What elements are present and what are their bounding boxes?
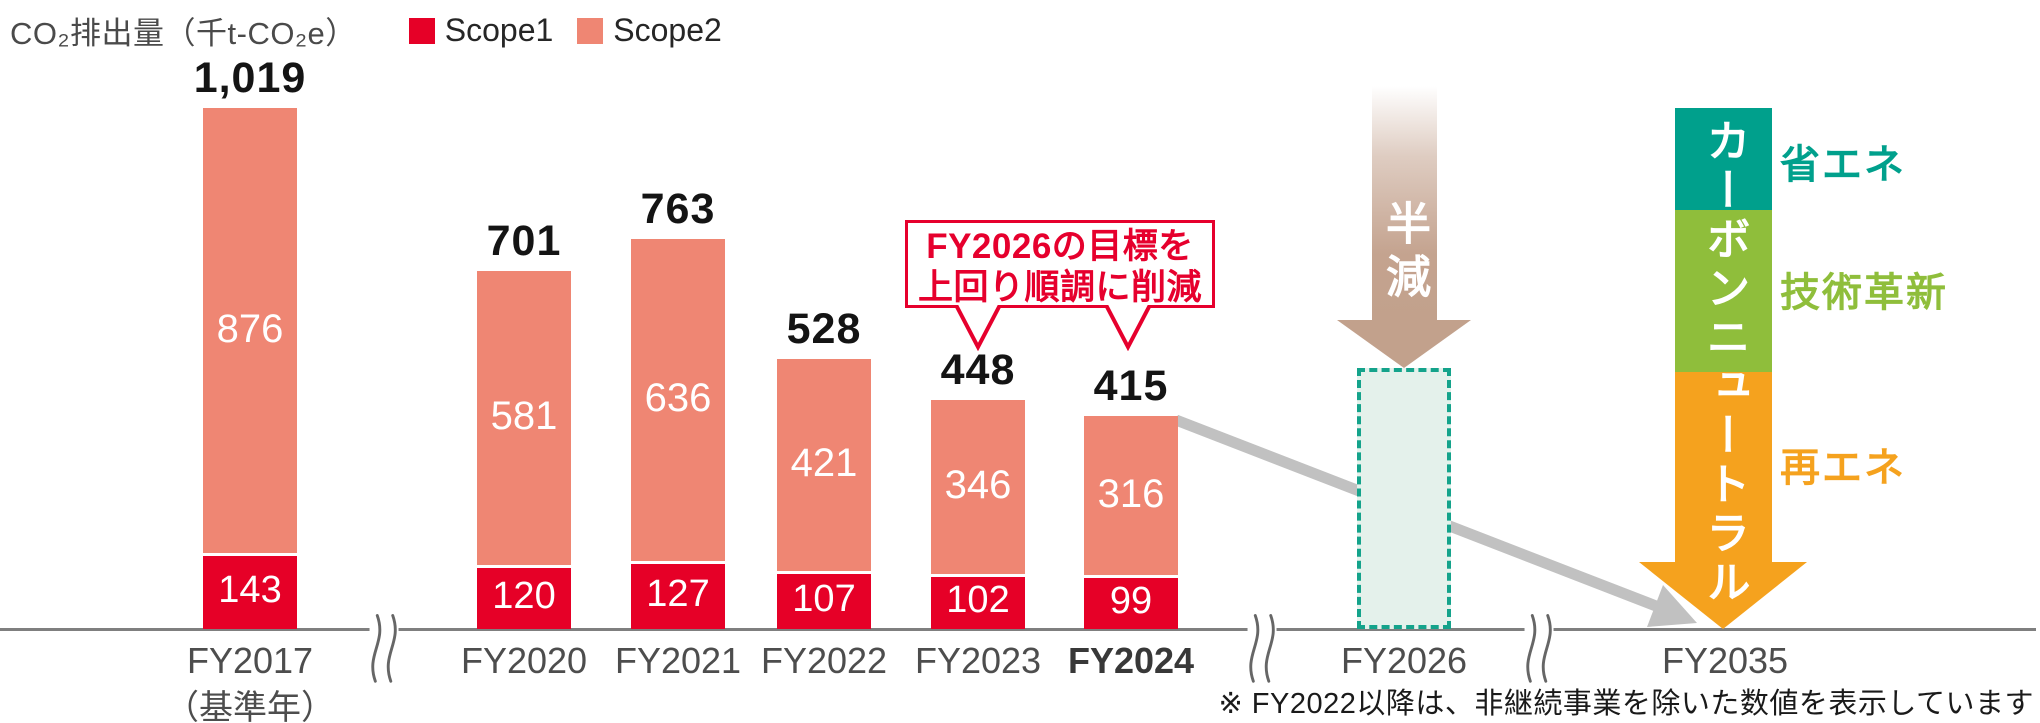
x-axis-line	[0, 628, 2036, 631]
halve-arrow-head	[1337, 320, 1471, 368]
scope2-value-label: 421	[790, 441, 858, 485]
scope2-segment: 421	[777, 359, 871, 571]
footnote: ※ FY2022以降は、非継続事業を除いた数値を表示しています	[1218, 688, 2034, 720]
cn-label-gijutsu: 技術革新	[1780, 271, 1948, 315]
scope1-value-label: 107	[792, 577, 856, 620]
axis-break-icon	[1247, 614, 1277, 683]
cn-label-shoene: 省エネ	[1780, 143, 1906, 187]
scope2-segment: 636	[631, 239, 725, 561]
carbon-neutral-vertical-label: カーボンニュートラル	[1699, 118, 1749, 608]
halve-arrow-shaft	[1372, 86, 1437, 320]
target-box	[1357, 368, 1451, 629]
scope2-segment: 876	[203, 108, 297, 553]
cn-segment-gijutsu	[1675, 210, 1772, 372]
annotation-callout: FY2026の目標を 上回り順調に削減	[905, 220, 1215, 308]
x-axis-label: FY2021	[614, 640, 742, 681]
annotation-line2: 上回り順調に削減	[917, 268, 1202, 307]
chart-title: CO₂排出量（千t-CO₂e）	[10, 16, 357, 51]
x-axis-sublabel: （基準年）	[165, 689, 335, 723]
chart-header: CO₂排出量（千t-CO₂e） Scope1 Scope2	[10, 8, 722, 53]
bar-total-label: 763	[640, 185, 716, 233]
axis-break-icon	[1524, 614, 1554, 683]
scope1-value-label: 120	[492, 574, 556, 617]
legend-label-scope2: Scope2	[613, 12, 722, 48]
cn-label-saiene: 再エネ	[1780, 446, 1906, 490]
scope2-segment: 346	[931, 400, 1025, 574]
scope1-value-label: 102	[946, 579, 1010, 621]
axis-break-icon	[369, 614, 399, 683]
bar-total-label: 1,019	[193, 54, 307, 102]
x-axis-label: FY2023	[914, 640, 1042, 681]
bar-total-label: 448	[940, 346, 1016, 394]
callout-tail-icon	[954, 305, 1002, 351]
scope1-segment: 120	[477, 568, 571, 629]
scope2-value-label: 876	[216, 306, 284, 351]
x-axis-label: FY2022	[760, 640, 888, 681]
x-axis-label: FY2024	[1067, 640, 1195, 681]
scope1-segment: 127	[631, 564, 725, 629]
scope2-value-label: 581	[490, 394, 558, 438]
cn-segment-saiene	[1675, 372, 1772, 563]
x-axis-label: FY2020	[460, 640, 588, 681]
scope1-segment: 107	[777, 574, 871, 629]
scope2-value-label: 636	[644, 376, 712, 420]
cn-arrow-head	[1639, 562, 1807, 629]
callout-tail-icon	[1104, 305, 1152, 351]
scope2-segment: 316	[1084, 416, 1178, 575]
scope2-value-label: 316	[1097, 471, 1165, 516]
x-axis-label: FY2017	[186, 640, 314, 681]
annotation-line1: FY2026の目標を	[926, 227, 1194, 266]
scope1-segment: 143	[203, 556, 297, 629]
x-axis-label: FY2026	[1340, 640, 1468, 681]
scope1-segment: 102	[931, 577, 1025, 629]
cn-segment-shoene	[1675, 108, 1772, 210]
legend: Scope1 Scope2	[385, 12, 722, 49]
bar-total-label: 415	[1093, 362, 1169, 410]
scope2-segment: 581	[477, 271, 571, 565]
scope1-value-label: 127	[646, 572, 710, 615]
legend-swatch-scope2	[577, 17, 604, 44]
bar-total-label: 528	[786, 305, 862, 353]
bar-total-label: 701	[486, 217, 562, 265]
scope1-value-label: 99	[1109, 579, 1153, 622]
scope2-value-label: 346	[944, 463, 1012, 507]
scope1-value-label: 143	[218, 568, 282, 611]
halve-arrow-label: 半減	[1379, 200, 1430, 306]
x-axis-label: FY2035	[1661, 640, 1789, 681]
legend-label-scope1: Scope1	[444, 12, 554, 48]
scope1-segment: 99	[1084, 578, 1178, 629]
legend-swatch-scope1	[408, 17, 435, 44]
